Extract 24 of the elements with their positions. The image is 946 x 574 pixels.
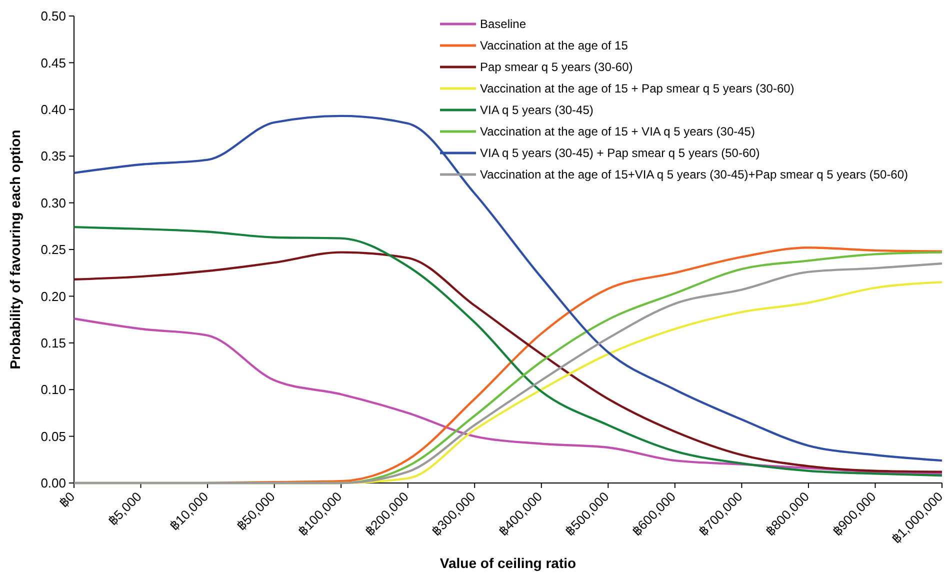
y-tick-label: 0.10	[40, 382, 66, 398]
legend-label: Vaccination at the age of 15 + VIA q 5 years (30-45)	[480, 124, 755, 139]
x-axis-title: Value of ceiling ratio	[440, 555, 576, 571]
y-tick-label: 0.00	[40, 476, 66, 491]
y-tick-label: 0.35	[40, 148, 66, 164]
legend-label: Pap smear q 5 years (30-60)	[480, 60, 633, 74]
legend-label: Baseline	[480, 17, 526, 32]
x-tick-label: ฿0	[56, 488, 78, 510]
y-axis-title: Probability of favouring each option	[7, 130, 23, 370]
legend-label: Vaccination at the age of 15+VIA q 5 years (30-45)+Pap smear q 5 years (50-60)	[480, 168, 908, 182]
line-series	[72, 318, 944, 475]
y-tick-label: 0.15	[40, 335, 66, 350]
y-tick-label: 0.45	[40, 55, 66, 70]
legend-label: Vaccination at the age of 15 + Pap smear q 5 years (30-60)	[480, 82, 794, 96]
y-tick-label: 0.25	[40, 242, 66, 258]
y-tick-label: 0.05	[40, 428, 66, 444]
legend-label: Vaccination at the age of 15	[480, 38, 628, 53]
line-series	[72, 114, 944, 462]
y-tick-label: 0.30	[40, 195, 66, 210]
legend-label: VIA q 5 years (30-45)	[480, 103, 594, 118]
y-tick-label: 0.20	[40, 288, 66, 304]
y-tick-label: 0.40	[40, 102, 66, 117]
y-tick-label: 0.50	[40, 8, 66, 24]
legend-label: VIA q 5 years (30-45) + Pap smear q 5 years (50-60)	[480, 146, 760, 160]
